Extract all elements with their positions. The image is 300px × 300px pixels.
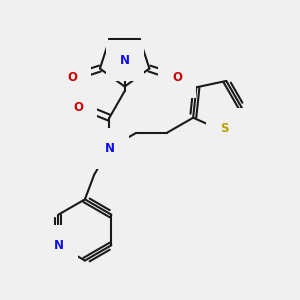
Text: S: S (220, 122, 228, 135)
Text: N: N (120, 54, 130, 67)
Text: O: O (67, 71, 77, 84)
Text: N: N (104, 142, 114, 155)
Text: N: N (53, 239, 63, 252)
Text: O: O (73, 100, 83, 113)
Text: O: O (172, 71, 182, 84)
